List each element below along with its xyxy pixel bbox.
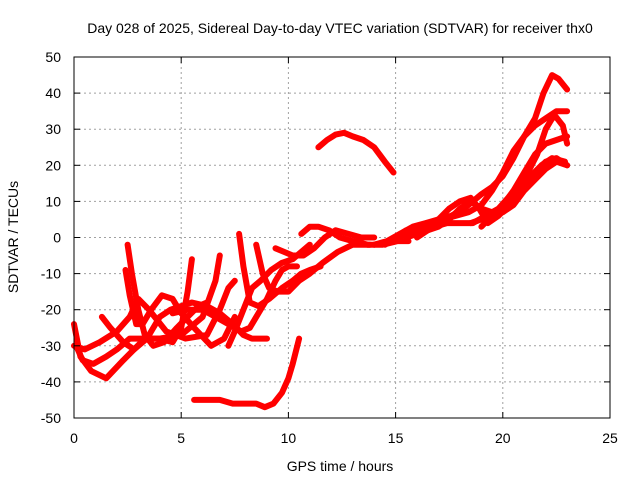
y-tick-label: -20 (41, 302, 61, 318)
series-line-arc-9 (253, 241, 373, 295)
x-tick-label: 25 (602, 430, 618, 446)
series-line-arc-7 (169, 263, 300, 335)
x-tick-label: 15 (388, 430, 404, 446)
axis-ticks: 0 5 10 15 20 25 -50 -40 -30 -20 -10 0 10 20 30 40 50 (41, 49, 618, 446)
y-tick-label: 0 (53, 230, 61, 246)
x-tick-label: 5 (177, 430, 185, 446)
x-tick-label: 10 (281, 430, 297, 446)
series-line-arc-17 (392, 108, 571, 241)
y-tick-label: -40 (41, 374, 61, 390)
series-line-arc-4 (122, 267, 238, 349)
y-tick-label: -50 (41, 410, 61, 426)
series-line-arc-15 (371, 72, 571, 248)
y-tick-label: 10 (45, 193, 61, 209)
grid (74, 57, 610, 418)
x-tick-label: 20 (495, 430, 511, 446)
series-layer (71, 72, 571, 411)
y-tick-label: 30 (45, 121, 61, 137)
x-tick-label: 0 (70, 430, 78, 446)
x-axis-label: GPS time / hours (287, 458, 394, 474)
series-line-arc-13 (315, 129, 397, 176)
y-tick-label: -10 (41, 266, 61, 282)
chart-title: Day 028 of 2025, Sidereal Day-to-day VTE… (87, 20, 593, 36)
series-line-arc-21 (478, 133, 571, 230)
y-tick-label: 20 (45, 157, 61, 173)
series-line-arc-11 (272, 227, 378, 259)
series-line-arc-6 (98, 299, 270, 353)
y-tick-label: -30 (41, 338, 61, 354)
y-tick-label: 40 (45, 85, 61, 101)
y-axis-label: SDTVAR / TECUs (5, 181, 21, 293)
series-line-arc-14 (191, 335, 303, 411)
y-tick-label: 50 (45, 49, 61, 65)
